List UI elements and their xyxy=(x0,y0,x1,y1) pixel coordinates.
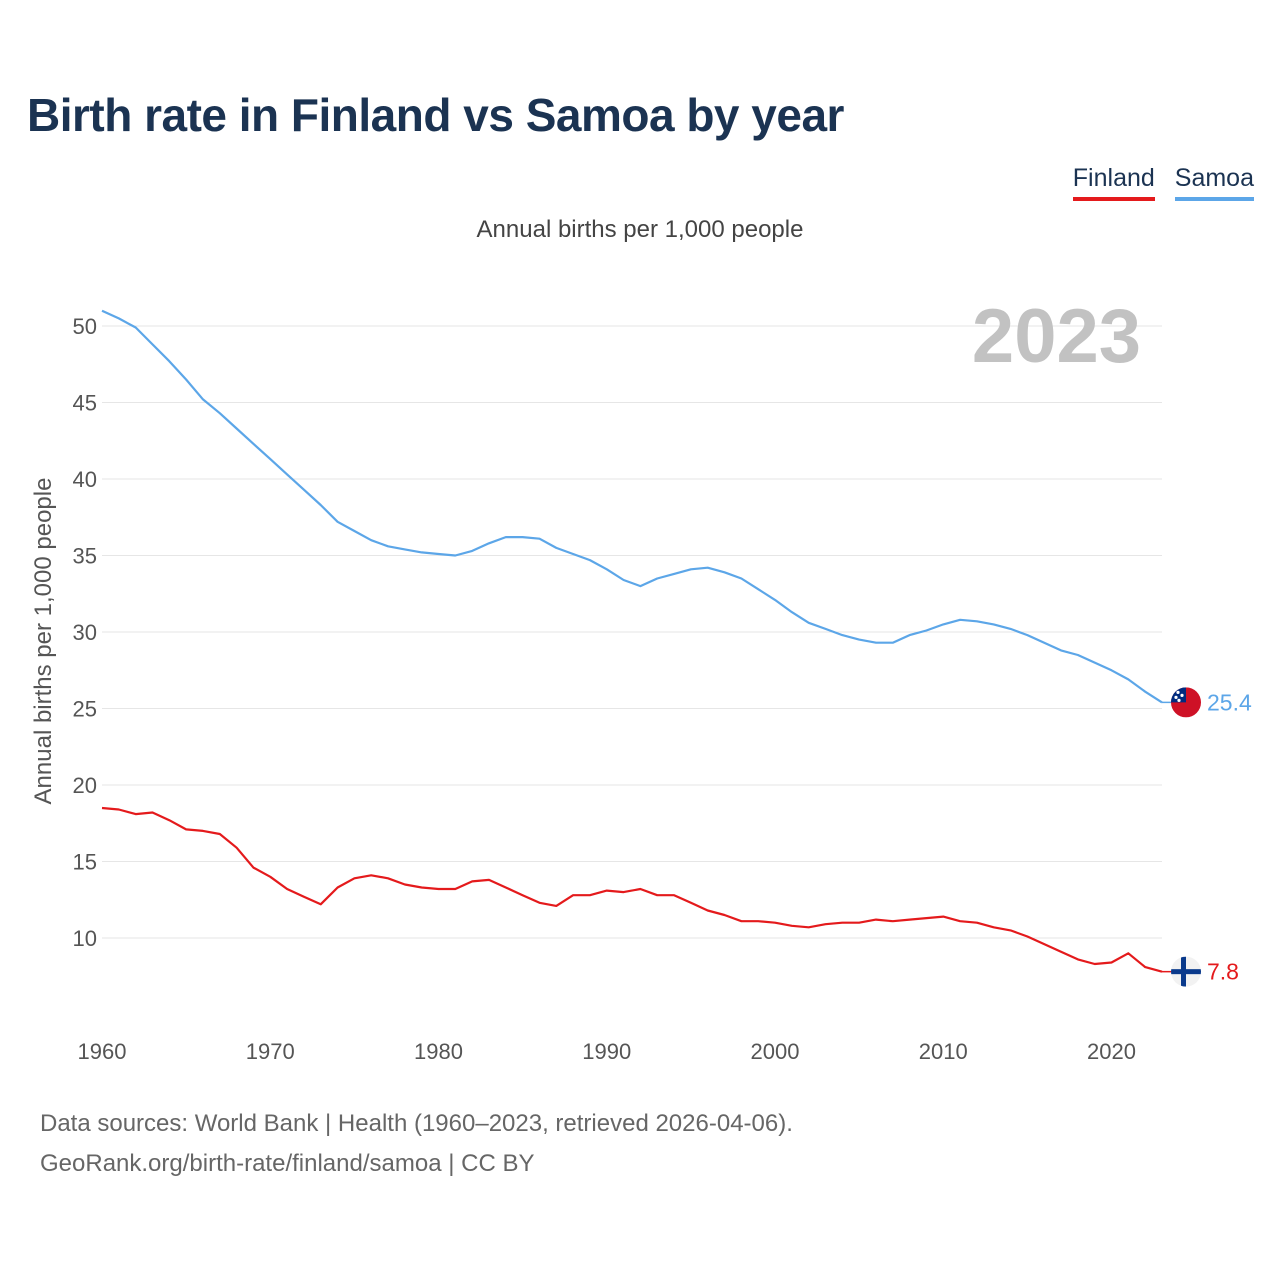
y-tick-label: 40 xyxy=(73,467,97,492)
y-tick-label: 20 xyxy=(73,773,97,798)
y-tick-label: 10 xyxy=(73,926,97,951)
y-tick-label: 15 xyxy=(73,850,97,875)
legend: Finland Samoa xyxy=(1072,164,1254,201)
x-tick-label: 2000 xyxy=(751,1039,800,1064)
grid-lines xyxy=(102,325,1162,939)
footer: Data sources: World Bank | Health (1960–… xyxy=(40,1104,793,1184)
data-source-note: Data sources: World Bank | Health (1960–… xyxy=(40,1110,793,1137)
page-title: Birth rate in Finland vs Samoa by year xyxy=(27,89,844,141)
finland-flag-icon xyxy=(1171,956,1201,987)
x-tick-label: 1980 xyxy=(414,1039,463,1064)
x-tick-label: 1960 xyxy=(78,1039,127,1064)
series-line-samoa xyxy=(101,309,1163,704)
chart-subtitle: Annual births per 1,000 people xyxy=(476,216,804,243)
y-tick-label: 35 xyxy=(73,544,97,569)
series-line-finland xyxy=(101,806,1163,973)
samoa-flag-icon xyxy=(1171,687,1201,718)
source-url: GeoRank.org/birth-rate/finland/samoa | C… xyxy=(40,1150,535,1177)
x-axis-ticks: 1960 1970 1980 1990 2000 2010 2020 xyxy=(78,1039,1136,1064)
x-tick-label: 1990 xyxy=(582,1039,631,1064)
y-tick-label: 25 xyxy=(73,697,97,722)
y-tick-label: 30 xyxy=(73,620,97,645)
legend-item-samoa[interactable]: Samoa xyxy=(1174,164,1254,201)
samoa-end-value: 25.4 xyxy=(1207,689,1252,715)
x-tick-label: 1970 xyxy=(246,1039,295,1064)
series-lines xyxy=(101,309,1171,973)
year-watermark: 2023 xyxy=(972,294,1141,379)
x-tick-label: 2020 xyxy=(1087,1039,1136,1064)
x-tick-label: 2010 xyxy=(919,1039,968,1064)
y-axis-title: Annual births per 1,000 people xyxy=(30,478,57,805)
finland-end-value: 7.8 xyxy=(1207,959,1239,985)
y-axis-ticks: 10 15 20 25 30 35 40 45 50 xyxy=(73,314,97,951)
y-tick-label: 45 xyxy=(73,391,97,416)
y-tick-label: 50 xyxy=(73,314,97,339)
legend-item-finland[interactable]: Finland xyxy=(1072,164,1155,201)
